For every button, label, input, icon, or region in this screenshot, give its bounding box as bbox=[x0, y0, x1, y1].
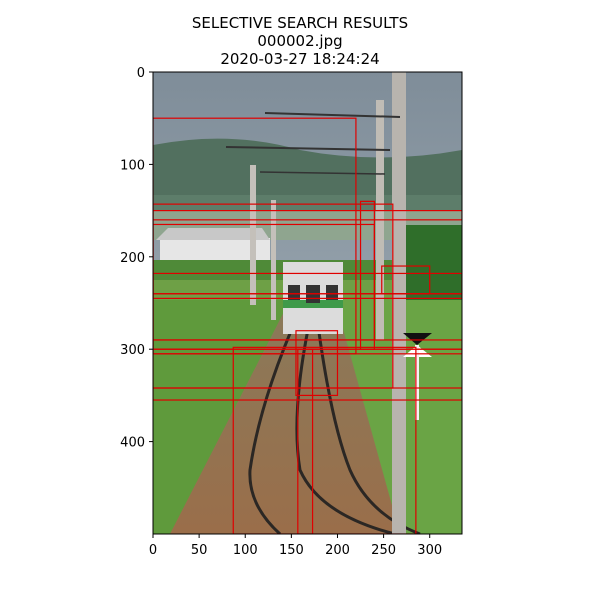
x-tick-label: 150 bbox=[279, 543, 304, 558]
y-tick-label: 400 bbox=[120, 436, 145, 451]
x-tick-label: 100 bbox=[233, 543, 258, 558]
x-tick-label: 50 bbox=[191, 543, 208, 558]
x-tick-label: 300 bbox=[417, 543, 442, 558]
y-tick-label: 300 bbox=[120, 343, 145, 358]
y-axis: 0 100 200 300 400 bbox=[120, 66, 153, 451]
y-tick-label: 200 bbox=[120, 251, 145, 266]
x-tick-label: 0 bbox=[149, 543, 157, 558]
x-axis: 0 50 100 150 200 250 300 bbox=[149, 534, 442, 558]
y-tick-label: 100 bbox=[120, 158, 145, 173]
y-tick-label: 0 bbox=[137, 66, 145, 81]
x-tick-label: 200 bbox=[325, 543, 350, 558]
x-tick-label: 250 bbox=[371, 543, 396, 558]
